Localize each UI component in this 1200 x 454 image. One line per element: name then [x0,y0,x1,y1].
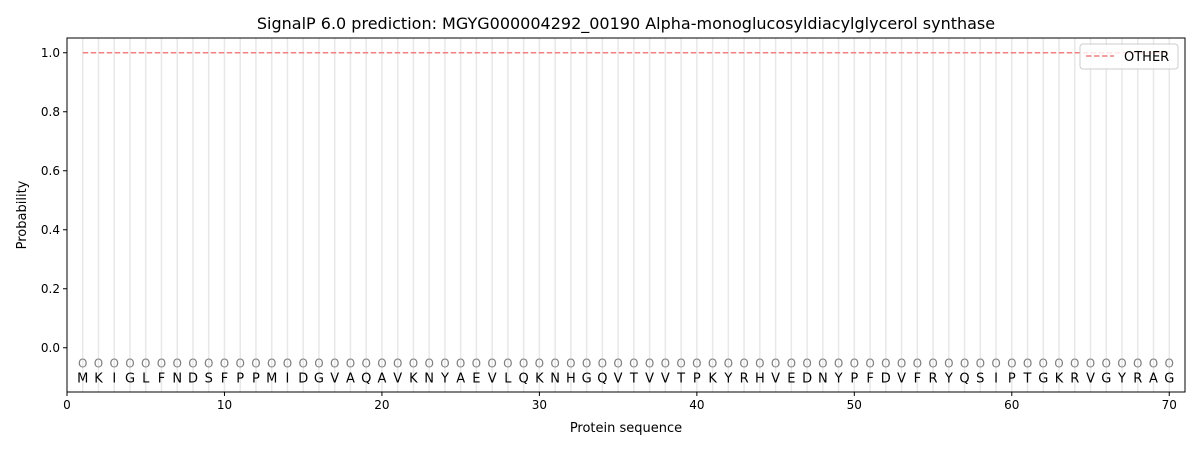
x-tick-label: 10 [217,398,232,412]
residue-label: K [409,371,418,386]
residue-label: R [929,371,938,386]
residue-label: V [771,371,780,386]
residue-label: Y [834,371,843,386]
residue-label: E [787,371,795,386]
residue-label: T [676,371,685,386]
residue-label: G [582,371,592,386]
y-tick-label: 0.4 [41,223,60,237]
residue-label: G [1164,371,1174,386]
x-axis-label: Protein sequence [570,421,682,436]
residue-label: E [472,371,480,386]
residue-label: N [550,371,560,386]
y-tick-label: 0.2 [41,282,60,296]
residue-label: K [708,371,717,386]
residue-label: P [236,371,244,386]
residue-label: Q [519,371,529,386]
residue-label: Q [361,371,371,386]
x-tick-label: 70 [1162,398,1177,412]
residue-label: F [158,371,165,386]
residue-label: G [1101,371,1111,386]
residue-label: K [94,371,103,386]
residue-label: D [802,371,812,386]
residue-label: Y [723,371,732,386]
residue-label: M [266,371,277,386]
legend-box [1079,43,1179,70]
residue-label: L [504,371,512,386]
residue-label: N [172,371,182,386]
residue-label: I [286,371,290,386]
legend-label-other: OTHER [1124,50,1169,65]
residue-label: R [740,371,749,386]
x-tick-label: 40 [689,398,704,412]
legend: OTHER [1079,43,1179,70]
residue-label: N [424,371,434,386]
residue-label: N [818,371,828,386]
residue-label: P [252,371,260,386]
residue-label: Y [440,371,449,386]
residue-label: G [1038,371,1048,386]
residue-label: Y [944,371,953,386]
residue-label: A [1149,371,1158,386]
x-tick-label: 30 [532,398,547,412]
residue-label: V [1086,371,1095,386]
chart-title: SignalP 6.0 prediction: MGYG000004292_00… [257,14,995,34]
residue-label: Q [597,371,607,386]
residue-label: V [897,371,906,386]
y-tick-label: 0.0 [41,341,60,355]
residue-label: A [456,371,465,386]
residue-label: R [1070,371,1079,386]
residue-label: T [629,371,638,386]
residue-label: I [112,371,116,386]
y-tick-label: 1.0 [41,46,60,60]
residue-label: A [377,371,386,386]
residue-label: A [346,371,355,386]
x-tick-label: 20 [374,398,389,412]
residue-label: R [1133,371,1142,386]
x-tick-label: 60 [1004,398,1019,412]
residue-label: H [566,371,576,386]
residue-label: K [535,371,544,386]
x-axis-ticks: 0 10 20 30 40 50 60 70 [63,392,1177,412]
residue-label: H [755,371,765,386]
residue-label: F [914,371,921,386]
residue-label: V [661,371,670,386]
residue-label: M [77,371,88,386]
residue-label: D [188,371,198,386]
residue-label: L [142,371,150,386]
residue-label: S [205,371,213,386]
residue-label: S [976,371,984,386]
plot-area-frame [66,37,1186,393]
residue-label: F [221,371,228,386]
residue-label: Y [1117,371,1126,386]
residue-label: V [393,371,402,386]
residue-label: Q [959,371,969,386]
predicted-labels: OOOOOOOOOOOOOOOOOOOOOOOOOOOOOOOOOOOOOOOO… [78,357,1174,371]
y-tick-label: 0.6 [41,164,60,178]
residue-label: T [1023,371,1032,386]
residue-label: V [614,371,623,386]
residue-label: D [298,371,308,386]
residue-label: V [645,371,654,386]
residue-label: G [314,371,324,386]
y-axis-ticks: 0.0 0.2 0.4 0.6 0.8 1.0 [41,46,67,355]
residue-gridlines [81,38,1171,392]
residue-label: P [693,371,701,386]
residue-label: G [125,371,135,386]
residue-label: P [1008,371,1016,386]
x-tick-label: 50 [847,398,862,412]
residue-label: V [488,371,497,386]
residue-label: I [994,371,998,386]
y-tick-label: 0.8 [41,105,60,119]
residue-label: F [866,371,873,386]
y-axis-label: Probability [15,180,30,249]
x-tick-label: 0 [63,398,71,412]
residue-label: D [881,371,891,386]
residue-label: P [850,371,858,386]
residue-label: K [1055,371,1064,386]
residue-label: V [330,371,339,386]
